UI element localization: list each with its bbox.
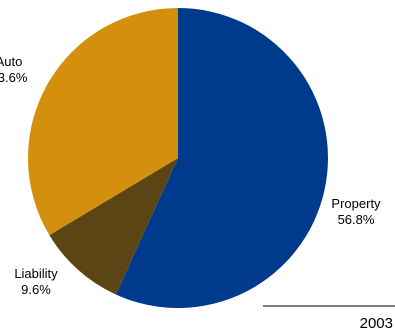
- pie-slice-auto: [27, 8, 178, 236]
- pie-slice-property: [115, 8, 328, 308]
- slice-label-name-property: Property: [331, 196, 381, 211]
- pie-slices: [27, 8, 328, 308]
- slice-label-value-auto: 33.6%: [0, 70, 28, 85]
- pie-slice-liability: [49, 158, 179, 295]
- slice-label-value-property: 56.8%: [338, 212, 375, 227]
- slice-label-value-liability: 9.6%: [21, 282, 51, 297]
- year-label: 2003: [360, 315, 393, 332]
- slice-label-name-auto: Auto: [0, 54, 22, 69]
- slice-label-name-liability: Liability: [14, 266, 58, 281]
- slice-labels: Property 56.8% Liability 9.6% Auto 33.6%: [0, 54, 381, 297]
